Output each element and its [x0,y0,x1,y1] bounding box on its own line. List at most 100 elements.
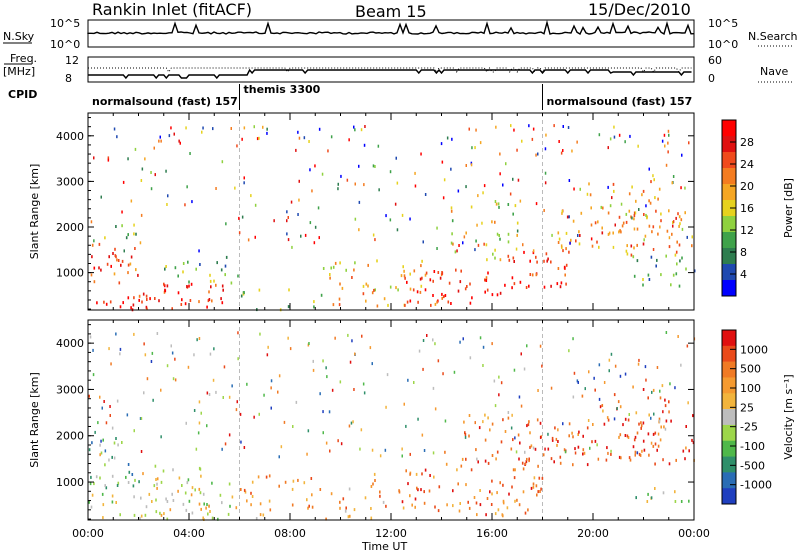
velocity-cell [99,443,101,447]
power-cell [444,294,447,297]
velocity-cell [423,449,426,452]
velocity-cell [386,373,389,377]
velocity-cell [165,497,167,501]
power-cell [158,299,160,303]
velocity-cell [540,487,542,491]
power-colorbar-swatch [722,200,736,217]
velocity-cell [648,453,650,457]
power-cell [565,282,567,286]
velocity-cell [349,360,352,364]
power-cell [557,241,560,244]
velocity-cell [229,504,231,508]
velocity-cell [559,461,562,465]
velocity-cell [359,447,361,451]
velocity-cell [185,508,188,512]
velocity-cell [170,344,172,348]
power-cell [414,171,416,175]
velocity-cell [228,433,231,437]
velocity-cell [495,457,497,461]
power-cell [678,284,681,288]
velocity-cell [534,447,537,451]
power-cell [648,278,651,281]
power-cell [645,204,647,208]
power-cell [353,268,355,272]
velocity-cell [487,461,490,465]
velocity-cell [594,388,596,392]
velocity-cell [574,447,576,451]
velocity-cell [409,452,411,456]
power-cell [613,135,616,139]
power-cell [414,184,417,188]
power-cell [254,203,257,207]
power-cell [241,215,244,219]
power-cell [532,251,535,255]
velocity-cell [662,410,664,414]
velocity-cell [154,464,157,468]
power-cell [663,133,666,137]
velocity-cell [121,441,123,444]
power-cell [189,299,192,302]
velocity-cell [206,503,208,506]
velocity-cell [371,448,374,452]
velocity-cell [209,352,212,356]
power-cell [406,280,408,284]
power-cell [224,273,226,277]
power-cell [174,266,177,270]
power-cell [468,127,470,131]
power-cell [535,255,537,259]
power-cell [241,137,243,141]
power-cell [652,225,655,229]
power-cell [469,282,471,286]
power-cell [372,233,375,237]
power-cell [681,153,683,157]
power-cell [121,224,123,228]
velocity-cell [198,421,201,425]
velocity-cell [497,508,500,512]
velocity-cell [178,476,181,480]
cpid-segment-label: normalsound (fast) 157 [92,95,238,108]
power-cell [572,219,575,223]
velocity-cell [329,449,331,453]
velocity-cell [556,443,558,447]
power-cell [626,252,629,256]
velocity-cell [287,336,289,340]
velocity-cell [512,438,514,442]
velocity-cell [239,412,242,416]
velocity-cell [572,337,574,341]
velocity-cell [291,487,294,491]
velocity-cell [446,503,448,507]
velocity-cell [511,413,513,417]
velocity-cell [370,516,373,520]
power-cell [198,300,200,304]
power-cell [678,243,681,247]
power-cell [578,230,580,234]
power-cell [133,223,135,227]
velocity-cell [532,485,535,489]
velocity-cell [259,502,262,506]
velocity-cell [571,431,573,435]
power-cell [450,302,452,305]
power-cell [560,151,563,155]
power-cell [327,149,329,153]
velocity-cell [152,398,154,402]
velocity-cell [591,440,593,444]
velocity-cell [344,509,347,513]
velocity-colorbar-tick-label: 500 [740,363,761,376]
power-cell [645,213,647,217]
velocity-cell [518,395,521,399]
velocity-cell [650,496,653,500]
velocity-cell [401,454,403,458]
velocity-cell [568,349,570,353]
power-cell [436,247,438,250]
power-cell [680,186,682,190]
power-cell [273,219,275,223]
power-colorbar-swatch [722,136,736,153]
power-colorbar-swatch [722,168,736,185]
power-cell [91,243,94,247]
velocity-cell [133,332,135,336]
velocity-cell [577,433,579,436]
velocity-cell [110,362,112,366]
power-cell [160,139,162,143]
power-cell [433,270,436,273]
power-cell [532,127,535,131]
